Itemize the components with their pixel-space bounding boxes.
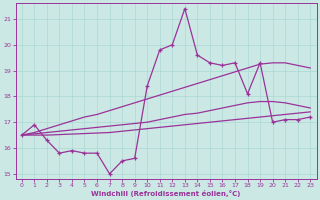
- X-axis label: Windchill (Refroidissement éolien,°C): Windchill (Refroidissement éolien,°C): [91, 190, 241, 197]
